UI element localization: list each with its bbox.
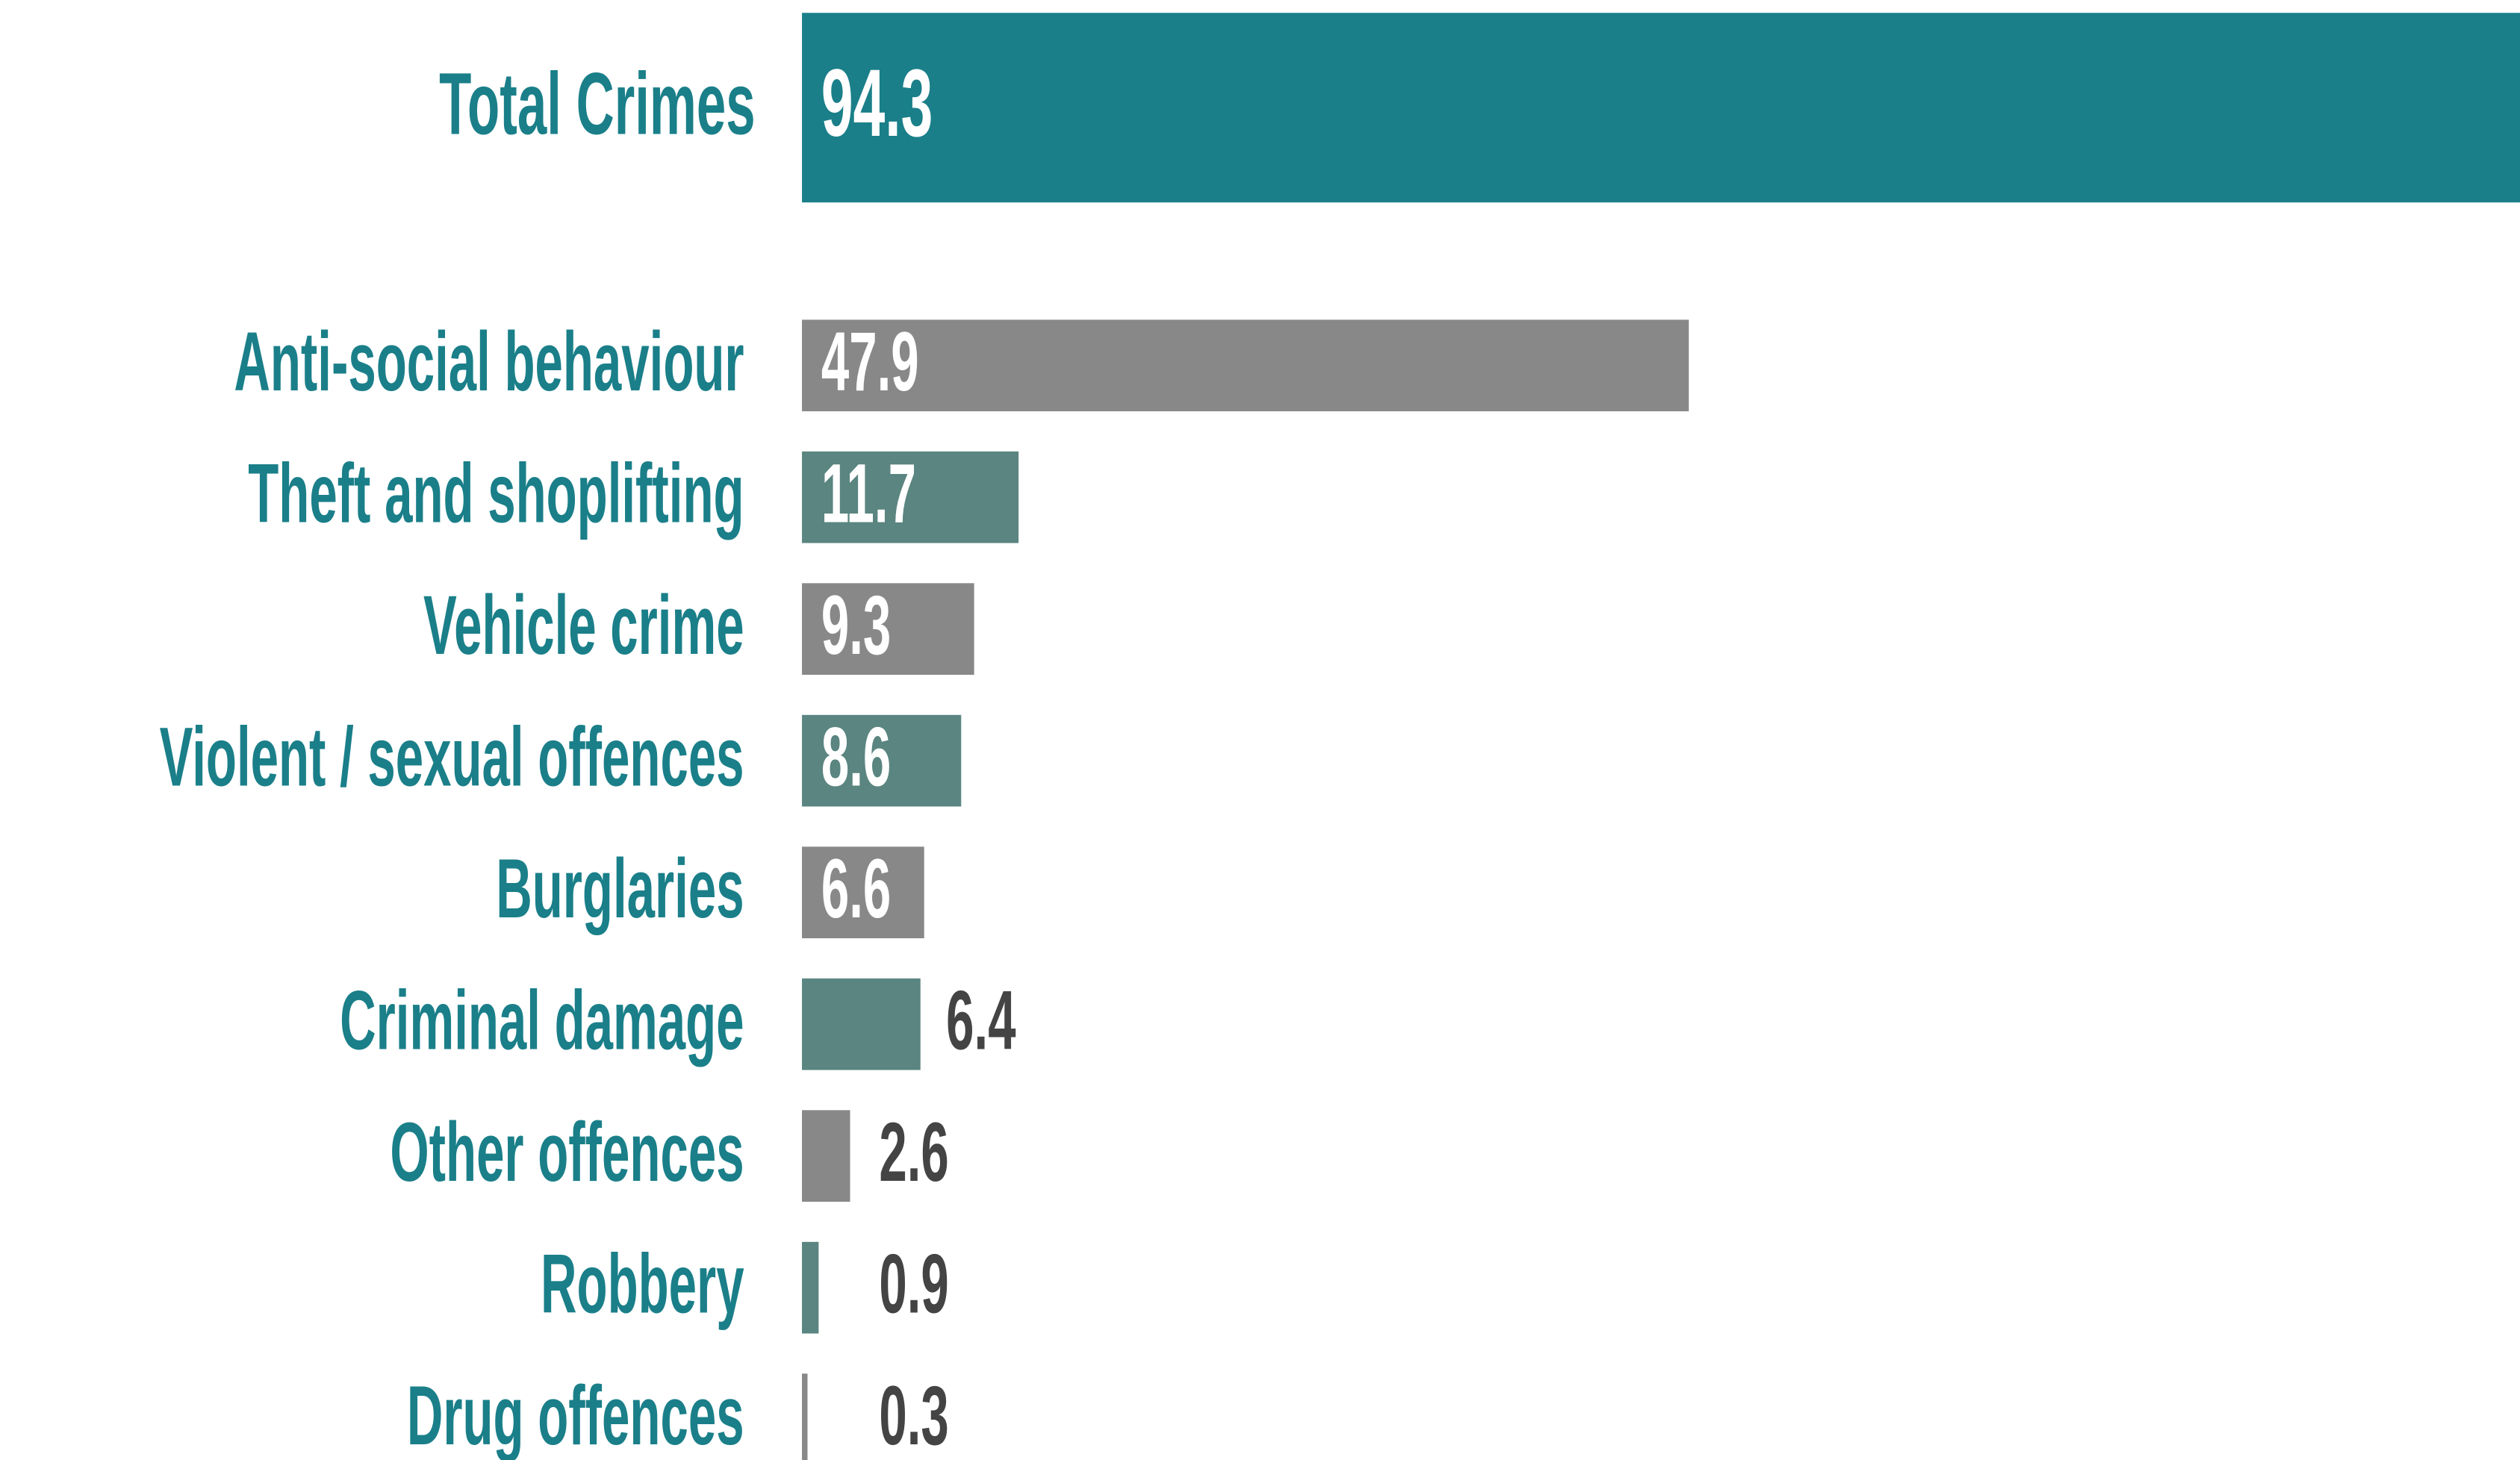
bar: [802, 846, 924, 939]
category-label: Anti-social behaviour: [234, 314, 744, 408]
bar: [802, 1110, 850, 1202]
value-label: 0.9: [879, 1237, 948, 1331]
value-label: 8.6: [821, 710, 891, 804]
value-label-group: 0.3: [879, 1368, 948, 1460]
bar: [802, 319, 1689, 412]
category-label-group: Drug offences: [407, 1368, 744, 1460]
category-label: Vehicle crime: [423, 578, 744, 672]
category-label-group: Criminal damage: [340, 973, 744, 1067]
value-label: 2.6: [879, 1105, 948, 1199]
category-label: Other offences: [390, 1105, 744, 1199]
value-label-group: 6.6: [821, 841, 891, 935]
bar: [802, 1373, 808, 1460]
category-label-group: Violent / sexual offences: [160, 710, 744, 804]
value-label-group: 9.3: [821, 578, 891, 672]
bar: [802, 714, 962, 807]
value-label: 47.9: [821, 314, 919, 408]
category-label-group: Theft and shoplifting: [248, 446, 744, 540]
value-label-group: 47.9: [821, 314, 919, 408]
value-label-group: 94.3: [821, 50, 933, 157]
value-label-group: 0.9: [879, 1237, 948, 1331]
value-label: 6.4: [946, 973, 1015, 1067]
category-label-group: Vehicle crime: [423, 578, 744, 672]
bar: [802, 13, 2520, 203]
value-label: 9.3: [821, 578, 891, 672]
category-label: Criminal damage: [340, 973, 744, 1067]
category-label-group: Other offences: [390, 1105, 744, 1199]
category-label: Total Crimes: [439, 54, 756, 153]
category-label: Drug offences: [407, 1368, 744, 1460]
value-label-group: 2.6: [879, 1105, 948, 1199]
value-label: 11.7: [821, 446, 916, 540]
category-label-group: Total Crimes: [439, 54, 756, 153]
bar: [802, 978, 921, 1070]
category-label: Theft and shoplifting: [248, 446, 744, 540]
category-label: Violent / sexual offences: [160, 710, 744, 804]
category-label: Robbery: [541, 1237, 744, 1331]
category-label: Burglaries: [496, 841, 744, 935]
bar: [802, 451, 1019, 543]
category-label-group: Robbery: [541, 1237, 744, 1331]
value-label: 6.6: [821, 841, 891, 935]
category-label-group: Anti-social behaviour: [234, 314, 744, 408]
category-label-group: Burglaries: [496, 841, 744, 935]
value-label-group: 8.6: [821, 710, 891, 804]
value-label: 94.3: [821, 50, 933, 157]
value-label-group: 6.4: [946, 973, 1015, 1067]
value-label: 0.3: [879, 1368, 948, 1460]
bar: [802, 583, 974, 676]
value-label-group: 11.7: [821, 446, 916, 540]
bar: [802, 1241, 819, 1334]
